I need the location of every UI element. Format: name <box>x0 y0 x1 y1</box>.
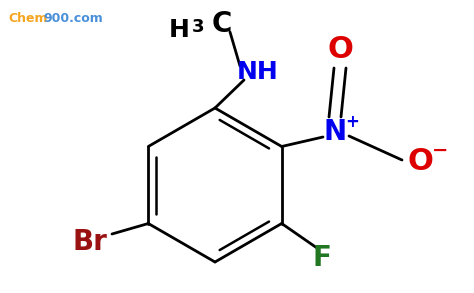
Text: N: N <box>323 118 346 146</box>
Text: NH: NH <box>237 60 279 84</box>
Text: Chem: Chem <box>8 11 47 25</box>
Text: 3: 3 <box>192 18 204 36</box>
Text: Br: Br <box>73 228 108 256</box>
Text: −: − <box>432 141 448 159</box>
Text: +: + <box>345 113 359 131</box>
Text: 900.com: 900.com <box>43 11 103 25</box>
Text: O: O <box>407 147 433 176</box>
Text: F: F <box>312 244 331 272</box>
Text: O: O <box>327 35 353 64</box>
Text: C: C <box>212 10 232 38</box>
Text: H: H <box>169 18 190 42</box>
